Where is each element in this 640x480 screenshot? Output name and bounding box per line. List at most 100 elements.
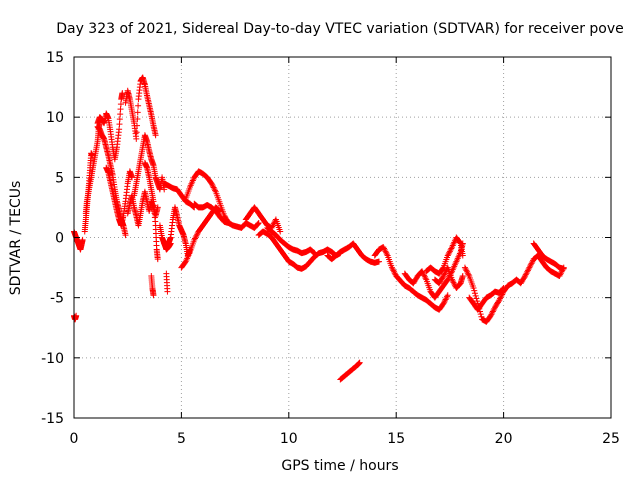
data-point	[192, 234, 199, 241]
data-point	[489, 309, 496, 316]
data-point	[465, 271, 472, 278]
data-point	[181, 259, 188, 266]
x-tick-label: 0	[70, 431, 79, 447]
data-point	[444, 292, 451, 299]
data-point	[498, 292, 505, 299]
data-point	[134, 109, 141, 116]
data-point	[164, 288, 171, 295]
data-point	[380, 244, 387, 251]
data-point	[497, 295, 504, 302]
data-point	[270, 222, 277, 229]
x-axis-label: GPS time / hours	[281, 458, 398, 474]
data-point	[255, 220, 262, 227]
data-point	[464, 270, 471, 277]
data-point	[471, 287, 478, 294]
data-point	[193, 232, 200, 239]
data-point	[461, 264, 468, 271]
data-point	[496, 297, 503, 304]
x-tick-label: 25	[602, 431, 620, 447]
x-tick-label: 10	[280, 431, 298, 447]
data-point	[422, 275, 429, 282]
y-tick-label: -15	[41, 411, 64, 427]
data-point	[134, 122, 141, 129]
data-point	[269, 223, 276, 230]
y-tick-label: 5	[55, 170, 64, 186]
data-point	[443, 295, 450, 302]
data-point	[523, 270, 530, 277]
data-point	[116, 126, 123, 133]
data-point	[212, 187, 219, 194]
data-point	[446, 249, 453, 256]
data-point	[117, 106, 124, 113]
data-point	[459, 252, 466, 259]
data-point	[442, 296, 449, 303]
data-point	[525, 265, 532, 272]
data-point	[489, 308, 496, 315]
data-point	[208, 180, 215, 187]
data-point	[470, 285, 477, 292]
data-points	[71, 74, 567, 383]
data-point	[477, 311, 484, 318]
data-point	[527, 261, 534, 268]
data-point	[79, 236, 86, 243]
data-point	[135, 102, 142, 109]
data-point	[474, 298, 481, 305]
data-point	[194, 231, 201, 238]
data-point	[445, 251, 452, 258]
data-point	[390, 267, 397, 274]
data-point	[446, 248, 453, 255]
data-point	[450, 279, 457, 286]
data-point	[526, 264, 533, 271]
data-point	[449, 276, 456, 283]
data-point	[524, 268, 531, 275]
data-point	[310, 249, 317, 256]
data-point	[119, 90, 126, 97]
data-point	[557, 271, 564, 278]
x-tick-label: 20	[495, 431, 513, 447]
data-point	[116, 121, 123, 128]
data-point	[389, 265, 396, 272]
data-point	[440, 273, 447, 280]
x-tick-label: 15	[387, 431, 405, 447]
data-point	[192, 235, 199, 242]
data-point	[521, 274, 528, 281]
data-point	[441, 299, 448, 306]
x-tick-label: 5	[177, 431, 186, 447]
data-point	[522, 273, 529, 280]
data-point	[211, 185, 218, 192]
grid	[74, 57, 611, 418]
data-point	[560, 265, 567, 272]
data-point	[255, 220, 262, 227]
data-point	[478, 313, 485, 320]
data-point	[381, 246, 388, 253]
data-point	[209, 181, 216, 188]
data-point	[381, 245, 388, 252]
chart-title: Day 323 of 2021, Sidereal Day-to-day VTE…	[56, 21, 624, 37]
data-point	[488, 311, 495, 318]
y-tick-label: 10	[46, 110, 64, 126]
data-point	[310, 248, 317, 255]
data-point	[473, 295, 480, 302]
data-point	[471, 290, 478, 297]
data-point	[391, 270, 398, 277]
data-point	[134, 115, 141, 122]
data-point	[133, 129, 140, 136]
data-point	[391, 268, 398, 275]
data-point	[527, 263, 534, 270]
data-point	[456, 239, 463, 246]
data-point	[444, 293, 451, 300]
data-point	[154, 256, 161, 263]
data-point	[150, 292, 157, 299]
data-point	[499, 285, 506, 292]
data-point	[311, 250, 318, 257]
data-point	[441, 271, 448, 278]
data-point	[464, 268, 471, 275]
axis-ticks: 0 5 10 15 20 25 -15 -10 -5 0 5 10 15	[41, 50, 620, 447]
data-point	[191, 236, 198, 243]
data-point	[449, 278, 456, 285]
data-point	[277, 228, 284, 235]
data-point	[491, 305, 498, 312]
data-point	[133, 135, 140, 142]
data-point	[122, 232, 129, 239]
data-point	[490, 307, 497, 314]
